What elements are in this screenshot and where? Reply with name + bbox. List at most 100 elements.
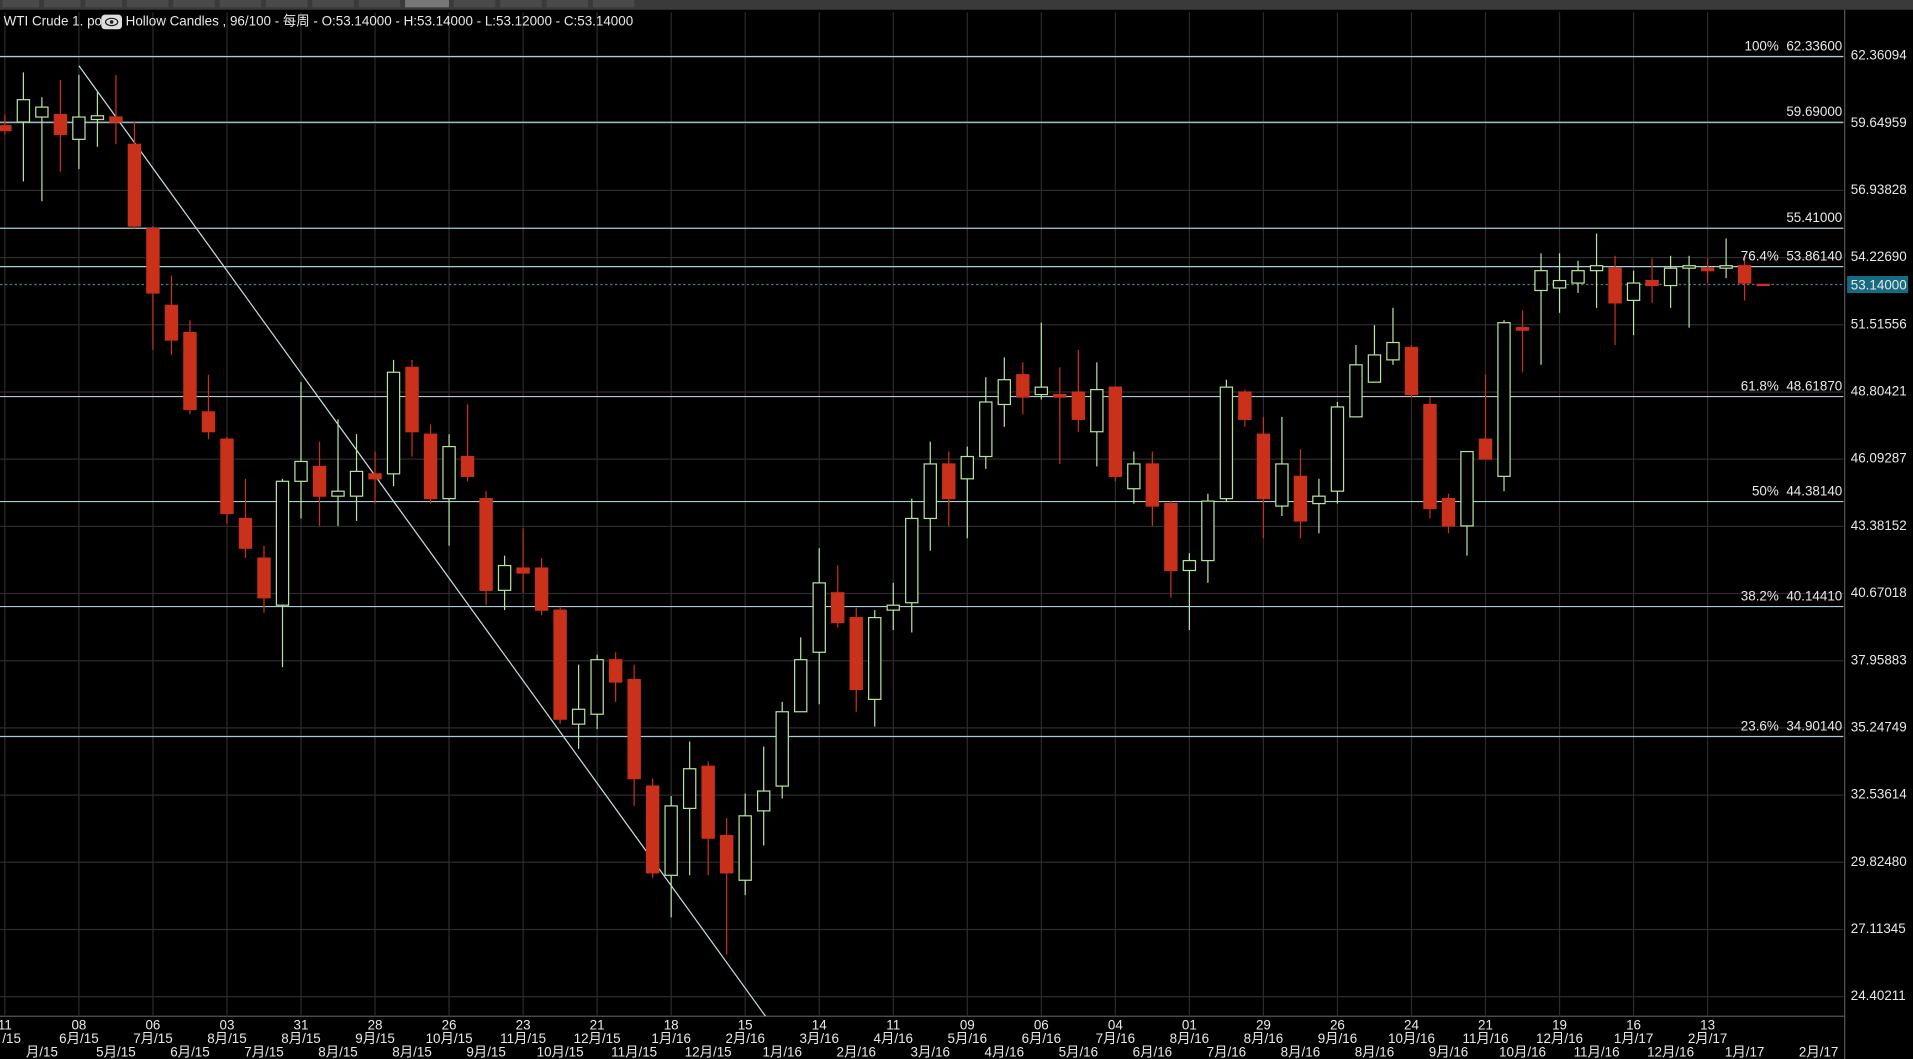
y-tick-label: 54.22690 [1851, 249, 1907, 264]
candle-body [16, 99, 31, 123]
x-month-label: 月/15 [0, 1031, 21, 1046]
candle-body [1460, 450, 1474, 527]
candle-body [1312, 495, 1326, 505]
y-tick-label: 35.24749 [1851, 719, 1907, 734]
candle-body [1552, 279, 1567, 289]
candle-body [1441, 498, 1456, 527]
candle-body [608, 659, 623, 683]
candle-body [109, 116, 123, 123]
x-month-label-lower: 月/15 [26, 1044, 58, 1059]
fib-value-label: 34.90140 [1786, 718, 1842, 733]
candle-body [775, 711, 789, 787]
candle-body [35, 106, 49, 118]
fib-value-label: 59.69000 [1786, 104, 1842, 119]
candle-body [1182, 559, 1197, 572]
fib-ratio-label: 38.2% [1741, 588, 1779, 603]
candle-body [1626, 282, 1641, 302]
candle-body [1756, 283, 1770, 287]
x-month-label: 8月/16 [1170, 1031, 1210, 1046]
y-tick-label: 40.67018 [1851, 585, 1907, 600]
instrument-title: WTI Crude 1. pos [4, 14, 109, 29]
x-month-label: 11月/15 [500, 1031, 546, 1046]
x-month-label: 5月/16 [948, 1031, 987, 1046]
fib-ratio-label: 76.4% [1741, 248, 1779, 263]
candle-body [1071, 391, 1086, 420]
candle-body [1293, 475, 1308, 522]
x-month-label-lower: 12月/16 [1647, 1044, 1694, 1059]
candle-body [1497, 322, 1511, 477]
candle-body [183, 332, 197, 411]
fib-value-label: 53.86140 [1786, 248, 1842, 263]
candle-body [368, 473, 382, 480]
fib-ratio-label: 50% [1752, 483, 1779, 498]
x-tick-label: 11 [886, 1018, 900, 1033]
candle-body [164, 304, 179, 341]
x-tick-label: 26 [1330, 1018, 1345, 1033]
candle-body [1719, 265, 1733, 269]
x-tick-label: 31 [294, 1018, 309, 1033]
x-month-label-lower: 8月/16 [1355, 1044, 1394, 1059]
candle-body [127, 143, 142, 227]
last-price-label: 53.14000 [1851, 277, 1907, 292]
candle-body [1127, 463, 1141, 490]
candle-body [590, 659, 604, 715]
x-month-label: 3月/16 [799, 1031, 839, 1046]
candle-body [1238, 391, 1252, 420]
x-tick-label: 24 [1404, 1018, 1419, 1033]
y-tick-label: 59.64959 [1851, 115, 1907, 130]
candle-body [1515, 327, 1530, 331]
x-tick-label: 04 [1108, 1018, 1123, 1033]
x-tick-label: 21 [590, 1018, 605, 1033]
x-month-label-lower: 7月/15 [244, 1044, 283, 1059]
candle-body [349, 470, 364, 497]
y-tick-label: 43.38152 [1851, 518, 1907, 533]
candle-body [1349, 364, 1363, 418]
candle-body [1330, 406, 1345, 492]
candle-body [294, 460, 308, 482]
x-month-label-lower: 11月/16 [1574, 1044, 1620, 1059]
x-month-label: 2月/16 [725, 1031, 764, 1046]
candle-body [1534, 270, 1548, 292]
x-month-label-lower: 3月/16 [911, 1044, 951, 1059]
candle-body [275, 480, 290, 606]
candle-body [479, 498, 493, 591]
y-tick-label: 46.09287 [1851, 451, 1907, 466]
candle-body [146, 227, 160, 294]
candle-body [756, 790, 771, 812]
tab-bar [0, 0, 1913, 10]
eye-icon-pupil [109, 20, 114, 24]
candle-body [1108, 386, 1123, 477]
x-tick-label: 03 [220, 1018, 235, 1033]
fib-value-label: 40.14410 [1786, 588, 1842, 603]
x-month-label-lower: 10月/16 [1499, 1044, 1546, 1059]
candle-body [497, 564, 512, 591]
candle-body [90, 115, 105, 121]
candle-body [405, 366, 419, 433]
candle-body [942, 463, 956, 500]
x-tick-label: 26 [442, 1018, 457, 1033]
x-month-label-lower: 8月/16 [1281, 1044, 1321, 1059]
candle-body [1275, 463, 1289, 507]
candle-body [831, 592, 845, 624]
candle-body [53, 113, 68, 135]
candle-body [997, 379, 1012, 406]
x-tick-label: 23 [516, 1018, 531, 1033]
x-month-label: 6月/16 [1022, 1031, 1062, 1046]
x-month-label-lower: 9月/16 [1429, 1044, 1469, 1059]
candle-body [1663, 267, 1678, 287]
eye-icon-shape [104, 17, 119, 27]
x-month-label-lower: 2月/17 [1799, 1044, 1839, 1059]
fib-value-label: 48.61870 [1786, 378, 1842, 393]
candle-body [1571, 270, 1585, 284]
candle-body [534, 567, 549, 611]
candle-body [1682, 265, 1696, 269]
x-month-label-lower: 5月/16 [1059, 1044, 1099, 1059]
y-tick-label: 32.53614 [1851, 787, 1907, 802]
candle-body [1256, 433, 1271, 500]
candle-body [386, 371, 401, 475]
x-month-label: 6月/15 [59, 1031, 99, 1046]
x-tick-label: 09 [960, 1018, 975, 1033]
candle-body [664, 805, 678, 876]
x-tick-label: 29 [1256, 1018, 1271, 1033]
